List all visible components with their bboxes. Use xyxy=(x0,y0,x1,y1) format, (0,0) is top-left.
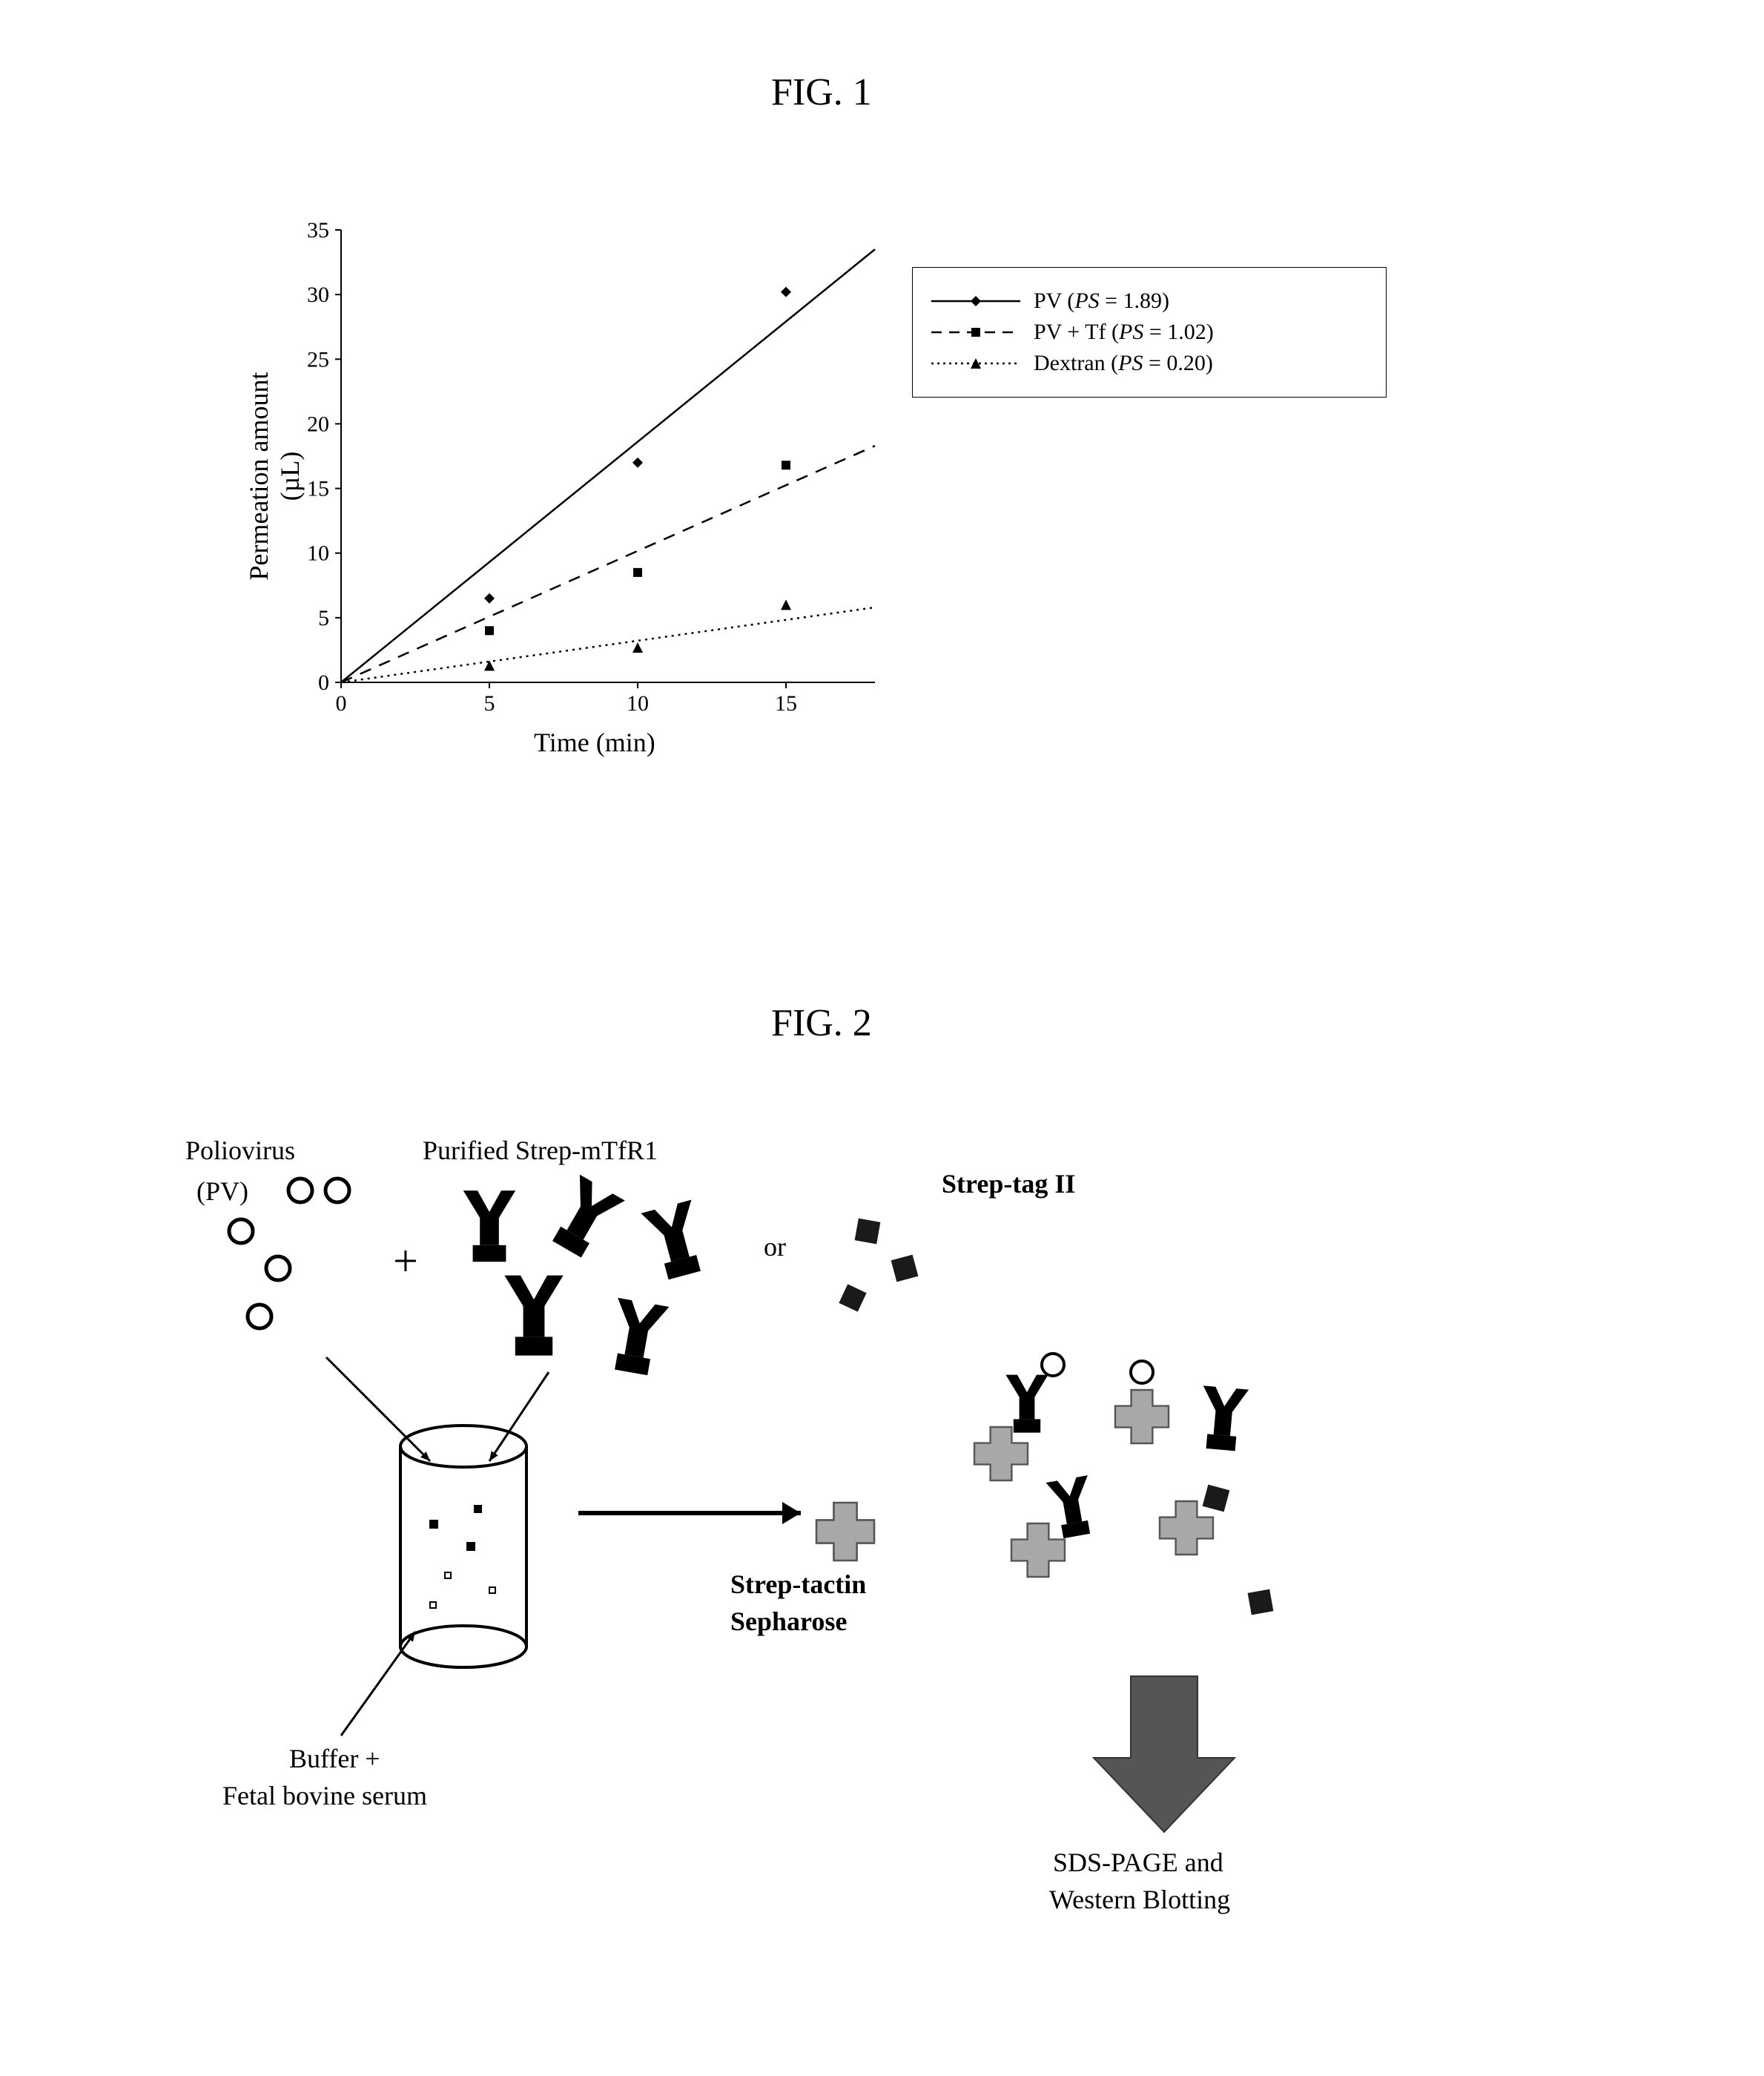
svg-text:0: 0 xyxy=(318,670,329,695)
svg-text:30: 30 xyxy=(307,283,329,307)
svg-text:15: 15 xyxy=(307,477,329,501)
fig1-chart-svg: 0 5 10 15 20 25 30 35 0 5 10 15 xyxy=(260,208,927,757)
legend-swatch xyxy=(931,321,1020,343)
fig1-ylabel: Permeation amount (µL) xyxy=(243,365,305,587)
legend-row: PV (PS = 1.89) xyxy=(931,289,1367,314)
legend-row: PV + Tf (PS = 1.02) xyxy=(931,320,1367,345)
svg-text:5: 5 xyxy=(318,606,329,630)
svg-text:15: 15 xyxy=(775,691,797,716)
legend-swatch xyxy=(931,352,1020,375)
legend-row: Dextran (PS = 0.20) xyxy=(931,351,1367,376)
fig2-diagram: Poliovirus (PV) Purified Strep-mTfR1 Str… xyxy=(163,1127,1572,2017)
svg-text:35: 35 xyxy=(307,218,329,243)
svg-text:20: 20 xyxy=(307,412,329,436)
fig1-title: FIG. 1 xyxy=(771,70,872,114)
svg-text:25: 25 xyxy=(307,347,329,372)
svg-text:10: 10 xyxy=(627,691,649,716)
legend-swatch xyxy=(931,290,1020,312)
svg-text:10: 10 xyxy=(307,541,329,566)
fig1-xlabel: Time (min) xyxy=(534,727,655,758)
fig1-chart: 05101520253035051015 Permeation amount (… xyxy=(260,208,927,757)
fig2-diagram-svg: + xyxy=(163,1127,1572,1943)
legend-label: PV (PS = 1.89) xyxy=(1034,289,1169,314)
legend-label: Dextran (PS = 0.20) xyxy=(1034,351,1213,376)
svg-text:5: 5 xyxy=(484,691,495,716)
svg-text:0: 0 xyxy=(336,691,347,716)
svg-text:+: + xyxy=(393,1236,418,1285)
legend-label: PV + Tf (PS = 1.02) xyxy=(1034,320,1214,345)
fig1-legend: PV (PS = 1.89) PV + Tf (PS = 1.02) Dextran… xyxy=(912,267,1387,398)
fig2-title: FIG. 2 xyxy=(771,1001,872,1045)
